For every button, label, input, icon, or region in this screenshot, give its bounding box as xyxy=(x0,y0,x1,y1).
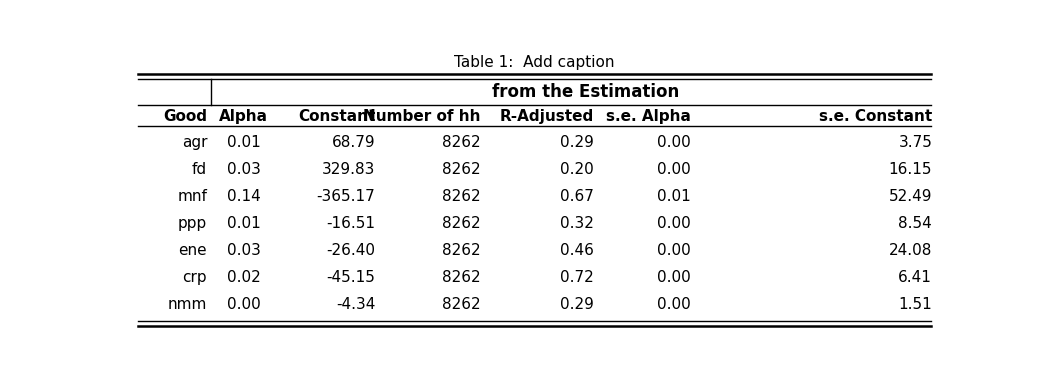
Text: crp: crp xyxy=(183,270,208,285)
Text: 0.67: 0.67 xyxy=(560,189,593,204)
Text: 52.49: 52.49 xyxy=(889,189,932,204)
Text: 0.72: 0.72 xyxy=(560,270,593,285)
Text: 0.00: 0.00 xyxy=(657,297,690,312)
Text: mnf: mnf xyxy=(177,189,208,204)
Text: R-Adjusted: R-Adjusted xyxy=(500,108,593,123)
Text: 3.75: 3.75 xyxy=(898,135,932,150)
Text: nmm: nmm xyxy=(168,297,208,312)
Text: 0.01: 0.01 xyxy=(226,135,261,150)
Text: 8262: 8262 xyxy=(442,135,481,150)
Text: from the Estimation: from the Estimation xyxy=(492,83,679,101)
Text: -16.51: -16.51 xyxy=(326,216,375,231)
Text: Table 1:  Add caption: Table 1: Add caption xyxy=(455,55,614,70)
Text: 8262: 8262 xyxy=(442,216,481,231)
Text: -45.15: -45.15 xyxy=(326,270,375,285)
Text: 8262: 8262 xyxy=(442,189,481,204)
Text: Alpha: Alpha xyxy=(219,108,268,123)
Text: 8262: 8262 xyxy=(442,270,481,285)
Text: 0.03: 0.03 xyxy=(226,162,261,177)
Text: 8262: 8262 xyxy=(442,243,481,258)
Text: Number of hh: Number of hh xyxy=(363,108,481,123)
Text: 0.00: 0.00 xyxy=(657,162,690,177)
Text: -26.40: -26.40 xyxy=(326,243,375,258)
Text: 8262: 8262 xyxy=(442,162,481,177)
Text: 8.54: 8.54 xyxy=(898,216,932,231)
Text: 0.14: 0.14 xyxy=(226,189,261,204)
Text: fd: fd xyxy=(192,162,208,177)
Text: 0.29: 0.29 xyxy=(560,297,593,312)
Text: 0.02: 0.02 xyxy=(226,270,261,285)
Text: 16.15: 16.15 xyxy=(889,162,932,177)
Text: 8262: 8262 xyxy=(442,297,481,312)
Text: 0.00: 0.00 xyxy=(657,216,690,231)
Text: 0.00: 0.00 xyxy=(657,243,690,258)
Text: 1.51: 1.51 xyxy=(898,297,932,312)
Text: 0.01: 0.01 xyxy=(657,189,690,204)
Text: 329.83: 329.83 xyxy=(322,162,375,177)
Text: agr: agr xyxy=(181,135,208,150)
Text: s.e. Alpha: s.e. Alpha xyxy=(606,108,690,123)
Text: 0.00: 0.00 xyxy=(657,135,690,150)
Text: -4.34: -4.34 xyxy=(336,297,375,312)
Text: 0.00: 0.00 xyxy=(657,270,690,285)
Text: ene: ene xyxy=(178,243,208,258)
Text: -365.17: -365.17 xyxy=(316,189,375,204)
Text: 0.46: 0.46 xyxy=(560,243,593,258)
Text: 24.08: 24.08 xyxy=(889,243,932,258)
Text: 0.20: 0.20 xyxy=(560,162,593,177)
Text: Constant: Constant xyxy=(298,108,375,123)
Text: 0.29: 0.29 xyxy=(560,135,593,150)
Text: 0.00: 0.00 xyxy=(226,297,261,312)
Text: ppp: ppp xyxy=(178,216,208,231)
Text: 68.79: 68.79 xyxy=(332,135,375,150)
Text: Good: Good xyxy=(163,108,208,123)
Text: s.e. Constant: s.e. Constant xyxy=(819,108,932,123)
Text: 0.01: 0.01 xyxy=(226,216,261,231)
Text: 0.32: 0.32 xyxy=(560,216,593,231)
Text: 0.03: 0.03 xyxy=(226,243,261,258)
Text: 6.41: 6.41 xyxy=(898,270,932,285)
